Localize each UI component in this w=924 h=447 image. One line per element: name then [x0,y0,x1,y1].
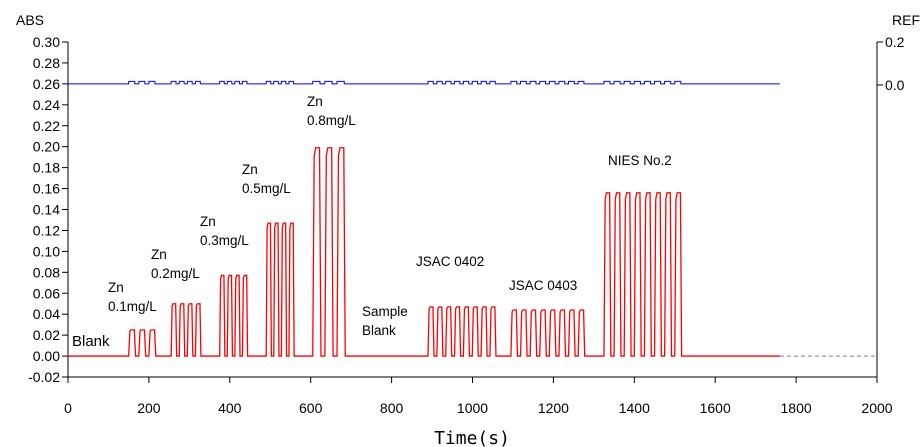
y2-tick-label: 0.2 [885,34,905,50]
y-tick-label: 0.30 [33,34,60,50]
y-axis-title: ABS [16,12,44,28]
y-tick-label: 0.22 [33,118,60,134]
annotation-label: Blank [72,333,110,350]
annotation-label: 0.8mg/L [307,113,356,128]
annotation-label: Sample [362,304,408,319]
annotation-label: NIES No.2 [608,153,672,168]
x-tick-label: 2000 [861,400,892,416]
y-tick-label: 0.26 [33,76,60,92]
y-tick-label: 0.12 [33,222,60,238]
y-tick-label: 0.14 [33,202,60,218]
y-tick-label: 0.06 [33,285,60,301]
y-tick-label: -0.02 [28,369,60,385]
y-tick-label: 0.28 [33,55,60,71]
x-tick-label: 1400 [619,400,650,416]
annotation-label: Blank [362,323,396,338]
annotation-label: Zn [307,94,323,109]
y-tick-label: 0.18 [33,160,60,176]
y-tick-label: 0.16 [33,181,60,197]
y-tick-label: 0.00 [33,348,60,364]
y2-tick-label: 0.0 [885,77,905,93]
annotation-label: 0.2mg/L [151,266,200,281]
annotation-label: 0.3mg/L [200,233,249,248]
reference-series-line [68,80,780,85]
x-tick-label: 400 [218,400,242,416]
x-tick-label: 200 [137,400,161,416]
annotations: Blank Zn 0.1mg/L Zn 0.2mg/L Zn 0.3mg/L Zn 0.5mg/… [72,94,672,350]
annotation-label: JSAC 0403 [509,278,577,293]
annotation-label: Zn [151,247,167,262]
annotation-label: JSAC 0402 [416,254,484,269]
y-tick-label: 0.02 [33,327,60,343]
y-tick-label: 0.04 [33,306,60,322]
y-tick-label: 0.20 [33,139,60,155]
annotation-label: 0.5mg/L [242,181,291,196]
absorbance-series-line [68,147,780,357]
y-tick-label: 0.08 [33,264,60,280]
x-tick-label: 800 [380,400,404,416]
annotation-label: Zn [200,214,216,229]
x-tick-label: 0 [64,400,72,416]
y-tick-label: 0.10 [33,243,60,259]
x-tick-label: 600 [299,400,323,416]
annotation-label: Zn [108,280,124,295]
x-tick-label: 1200 [538,400,569,416]
annotation-label: 0.1mg/L [108,299,157,314]
x-tick-label: 1600 [700,400,731,416]
axes: -0.020.000.020.040.060.080.100.120.140.1… [28,34,905,416]
annotation-label: Zn [242,162,258,177]
x-axis-title: Time(s) [434,428,510,447]
plot-area [68,80,877,357]
y-tick-label: 0.24 [33,97,60,113]
y2-axis-title: REF [892,12,920,28]
x-tick-label: 1800 [781,400,812,416]
x-tick-label: 1000 [457,400,488,416]
